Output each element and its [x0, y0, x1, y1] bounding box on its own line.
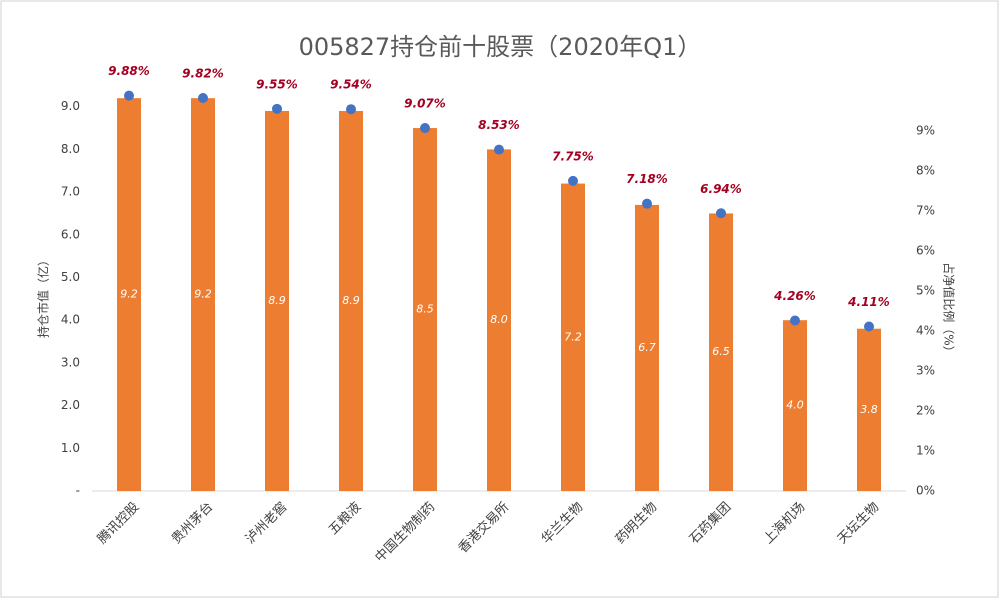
point	[494, 144, 504, 155]
bar-value-label: 8.9	[342, 294, 360, 307]
point-value-label: 6.94%	[700, 182, 742, 196]
point	[642, 198, 652, 209]
y-tick-label: 7.0	[61, 185, 80, 199]
bar-value-label: 9.2	[194, 288, 212, 301]
bar	[635, 204, 659, 491]
y-tick-label: 1.0	[61, 441, 80, 455]
bar	[191, 98, 215, 491]
point	[864, 321, 874, 332]
bar	[413, 128, 437, 492]
bar-value-label: 9.2	[120, 288, 138, 301]
point-value-label: 9.88%	[108, 64, 150, 78]
bar-value-label: 8.9	[268, 294, 286, 307]
point-value-label: 4.26%	[773, 289, 816, 303]
point-value-label: 9.82%	[182, 67, 224, 81]
bar-value-label: 7.2	[564, 330, 582, 343]
bar-value-label: 3.8	[860, 403, 878, 416]
bar	[709, 213, 733, 491]
y-tick-label: 8.0	[61, 142, 80, 156]
bar	[561, 183, 585, 491]
y-tick-label: -	[76, 484, 80, 498]
y2-tick-label: 3%	[916, 363, 935, 377]
point	[716, 208, 726, 219]
y-tick-label: 6.0	[61, 227, 80, 241]
point	[198, 93, 208, 104]
bar	[339, 110, 363, 491]
y2-tick-label: 6%	[916, 243, 935, 257]
point	[568, 175, 578, 186]
point	[790, 315, 800, 326]
bar-value-label: 8.5	[416, 303, 434, 316]
y-tick-label: 5.0	[61, 270, 80, 284]
bar-value-label: 6.5	[712, 345, 730, 358]
y2-tick-label: 9%	[916, 123, 935, 137]
y2-tick-label: 2%	[916, 403, 935, 417]
y-tick-label: 4.0	[61, 313, 80, 327]
bar	[117, 98, 141, 491]
point-value-label: 9.55%	[256, 77, 298, 91]
y2-axis-label: 占净值比例（%）	[942, 262, 957, 357]
bar-value-label: 8.0	[490, 313, 508, 326]
point	[272, 103, 282, 114]
y2-tick-label: 7%	[916, 203, 935, 217]
point	[124, 90, 134, 101]
y-axis-label: 持仓市值（亿）	[36, 254, 51, 338]
bar	[487, 149, 511, 491]
bar-value-label: 4.0	[786, 399, 804, 412]
point-value-label: 8.53%	[478, 118, 520, 132]
y2-tick-label: 4%	[916, 323, 935, 337]
point-value-label: 9.07%	[404, 97, 446, 111]
point-value-label: 7.18%	[626, 172, 668, 186]
point-value-label: 9.54%	[330, 78, 372, 92]
y-tick-label: 2.0	[61, 398, 80, 412]
bar	[857, 328, 881, 491]
y-tick-label: 3.0	[61, 355, 80, 369]
y-tick-label: 9.0	[61, 99, 80, 113]
y2-tick-label: 1%	[916, 443, 935, 457]
bar	[783, 320, 807, 491]
y2-tick-label: 8%	[916, 163, 935, 177]
point	[420, 123, 430, 134]
y2-tick-label: 0%	[916, 484, 935, 498]
chart-title: 005827持仓前十股票（2020年Q1）	[299, 33, 702, 61]
bar-value-label: 6.7	[638, 341, 656, 354]
point-value-label: 7.75%	[552, 149, 594, 163]
bar	[265, 110, 289, 491]
point	[346, 104, 356, 115]
point-value-label: 4.11%	[847, 295, 890, 309]
y2-tick-label: 5%	[916, 283, 935, 297]
